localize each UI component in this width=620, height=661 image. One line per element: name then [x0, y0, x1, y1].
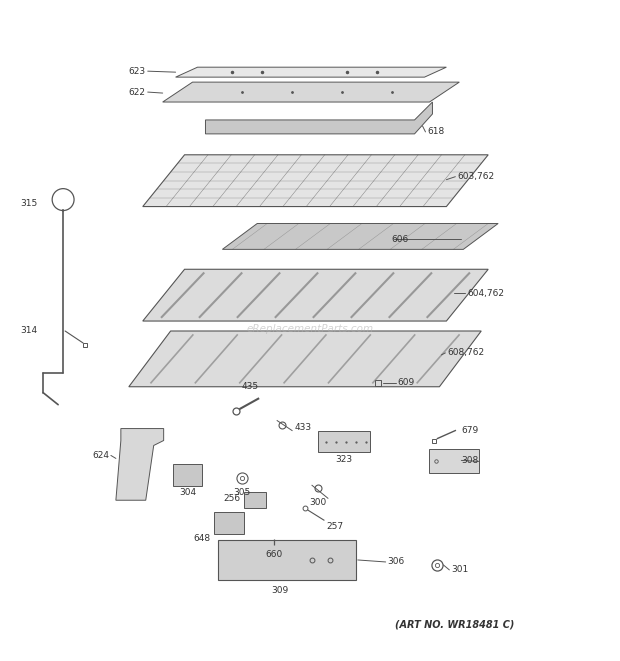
Text: 648: 648 — [193, 534, 210, 543]
Text: 604,762: 604,762 — [467, 289, 504, 297]
Polygon shape — [223, 223, 498, 249]
Text: 256: 256 — [223, 494, 241, 503]
Text: 257: 257 — [326, 522, 343, 531]
FancyBboxPatch shape — [172, 465, 203, 486]
Text: (ART NO. WR18481 C): (ART NO. WR18481 C) — [395, 619, 514, 630]
Text: 660: 660 — [265, 550, 283, 559]
Text: 618: 618 — [427, 128, 445, 136]
Text: 609: 609 — [397, 378, 415, 387]
Text: 624: 624 — [92, 451, 109, 460]
FancyBboxPatch shape — [318, 430, 370, 452]
Text: eReplacementParts.com: eReplacementParts.com — [246, 324, 374, 334]
Text: 309: 309 — [272, 586, 289, 595]
Polygon shape — [205, 102, 432, 134]
Polygon shape — [175, 67, 446, 77]
Text: 608,762: 608,762 — [448, 348, 484, 358]
Polygon shape — [116, 428, 164, 500]
Text: 306: 306 — [388, 557, 405, 566]
Text: 315: 315 — [20, 199, 37, 208]
Text: 433: 433 — [294, 423, 311, 432]
Text: 622: 622 — [129, 87, 146, 97]
Polygon shape — [162, 82, 459, 102]
Text: 606: 606 — [392, 235, 409, 244]
Text: 435: 435 — [242, 382, 259, 391]
Polygon shape — [143, 269, 488, 321]
FancyBboxPatch shape — [430, 449, 479, 473]
Polygon shape — [143, 155, 488, 206]
Text: 305: 305 — [234, 488, 251, 497]
Text: 304: 304 — [179, 488, 196, 497]
Text: 300: 300 — [309, 498, 327, 507]
Text: 308: 308 — [461, 456, 479, 465]
Text: 679: 679 — [461, 426, 479, 435]
FancyBboxPatch shape — [218, 540, 356, 580]
FancyBboxPatch shape — [244, 492, 266, 508]
Text: 314: 314 — [20, 327, 37, 336]
Text: 301: 301 — [451, 565, 469, 574]
Polygon shape — [129, 331, 481, 387]
FancyBboxPatch shape — [215, 512, 244, 534]
Text: 323: 323 — [335, 455, 352, 465]
Text: 623: 623 — [128, 67, 146, 75]
Text: 603,762: 603,762 — [458, 173, 495, 181]
